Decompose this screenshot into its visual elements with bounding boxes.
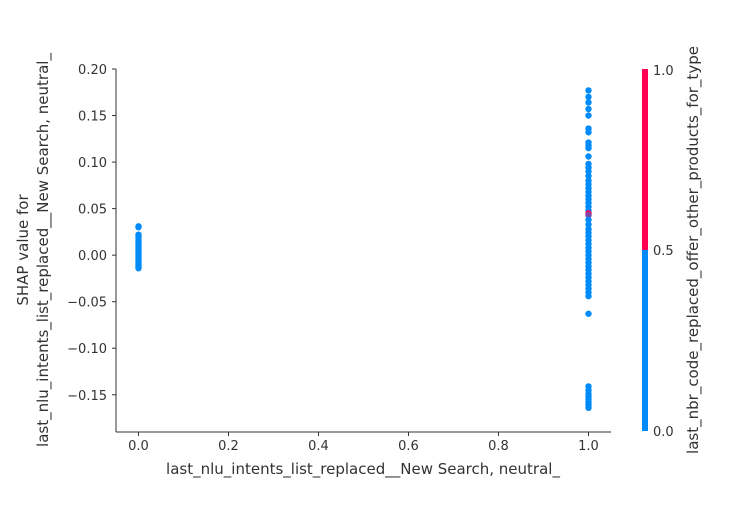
- y-tick-label: −0.10: [67, 342, 107, 357]
- x-tick-label: 0.2: [218, 439, 239, 454]
- x-tick-label: 1.0: [578, 439, 599, 454]
- x-tick-label: 0.0: [128, 439, 149, 454]
- colorbar-tick-low: 0.0: [653, 425, 674, 440]
- scatter-point: [585, 99, 592, 106]
- colorbar-label: last_nbr_code_replaced_offer_other_produ…: [684, 46, 703, 454]
- y-axis-label-line-2: last_nlu_intents_list_replaced__New Sear…: [34, 53, 53, 447]
- scatter-point: [585, 168, 592, 175]
- scatter-point: [585, 93, 592, 101]
- scatter-point: [585, 144, 592, 152]
- y-ticks: 0.20 0.15 0.10 0.05 0.00 −0.05 −0.10 −0.15: [67, 63, 116, 404]
- scatter-point: [585, 404, 592, 411]
- scatter-point: [585, 105, 592, 113]
- scatter-point: [135, 264, 142, 272]
- scatter-point: [585, 153, 592, 160]
- y-tick-label: 0.10: [78, 156, 107, 171]
- y-tick-label: 0.20: [78, 63, 107, 78]
- colorbar: [642, 69, 648, 431]
- scatter-points: [135, 87, 592, 411]
- scatter-point: [585, 129, 592, 136]
- scatter-point: [585, 172, 592, 180]
- x-tick-label: 0.6: [398, 439, 419, 454]
- scatter-point: [135, 224, 142, 231]
- x-axis-label: last_nlu_intents_list_replaced__New Sear…: [166, 460, 560, 479]
- x-tick-label: 0.4: [308, 439, 329, 454]
- scatter-point: [585, 292, 592, 300]
- y-tick-label: 0.00: [78, 249, 107, 264]
- colorbar-tick-high: 1.0: [653, 64, 674, 79]
- scatter-point: [585, 112, 592, 119]
- y-tick-label: −0.15: [67, 389, 107, 404]
- y-tick-label: 0.05: [78, 203, 107, 218]
- scatter-point: [585, 216, 592, 223]
- y-tick-label: −0.05: [67, 296, 107, 311]
- scatter-point: [585, 221, 592, 228]
- scatter-point: [585, 87, 592, 94]
- x-ticks: 0.0 0.2 0.4 0.6 0.8 1.0: [128, 432, 599, 454]
- y-axis-label-line-1: SHAP value for: [14, 194, 32, 306]
- y-tick-label: 0.15: [78, 110, 107, 125]
- x-tick-label: 0.8: [488, 439, 509, 454]
- scatter-point: [585, 310, 592, 317]
- colorbar-tick-mid: 0.5: [653, 244, 674, 259]
- scatter-point: [585, 211, 592, 219]
